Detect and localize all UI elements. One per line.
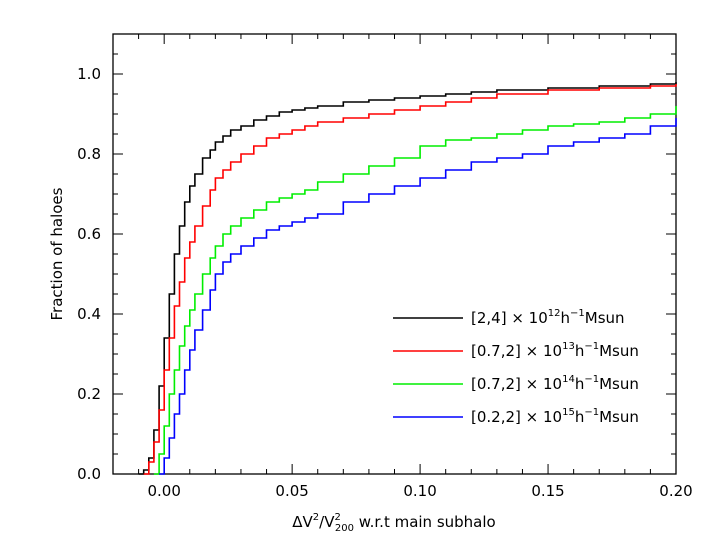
x-tick-label: 0.15 [531,482,564,500]
series-line-4 [159,118,677,475]
y-tick-labels: 0.0 0.2 0.4 0.6 0.8 1.0 [77,65,101,483]
legend-label-part: [2,4] [471,309,507,327]
x-label-v: V [303,513,314,531]
x-label-v2-sub: 200 [335,523,354,534]
x-tick-label: 0.00 [147,482,180,500]
legend-label-part: −1 [570,308,585,319]
legend-label-part: × 10 [507,309,548,327]
series-line-3 [153,106,677,475]
legend-label-part: Msun [599,375,639,393]
legend-label-3: [0.7,2] × 1014h−1Msun [471,374,639,393]
y-tick-label: 0.0 [77,465,101,483]
legend-label-part: × 10 [521,375,562,393]
legend-label-part: Msun [585,309,625,327]
x-label-rest: w.r.t main subhalo [354,513,496,531]
series-lines [138,82,677,475]
x-tick-labels: 0.00 0.05 0.10 0.15 0.20 [147,482,692,500]
legend-label-part: 14 [562,374,575,385]
legend-label-part: [0.7,2] [471,342,521,360]
legend: [2,4] × 1012h−1Msun[0.7,2] × 1013h−1Msun… [393,308,639,426]
legend-label-part: × 10 [521,408,562,426]
legend-label-part: h [575,342,585,360]
ticks [112,33,677,475]
legend-label-part: [0.2,2] [471,408,521,426]
y-tick-label: 1.0 [77,65,101,83]
legend-label-part: [0.7,2] [471,375,521,393]
x-label-slash: / [319,513,325,531]
legend-label-2: [0.7,2] × 1013h−1Msun [471,341,639,360]
series-line-1 [138,82,677,475]
legend-label-part: 12 [548,308,561,319]
x-label-delta: Δ [292,513,303,531]
legend-label-part: Msun [599,342,639,360]
legend-label-part: h [575,408,585,426]
legend-label-part: −1 [584,374,599,385]
legend-label-part: −1 [584,341,599,352]
legend-label-part: 15 [562,407,575,418]
x-label-sup: 2 [313,512,319,523]
legend-label-1: [2,4] × 1012h−1Msun [471,308,625,327]
legend-label-part: h [575,375,585,393]
y-tick-label: 0.4 [77,305,101,323]
x-tick-label: 0.05 [275,482,308,500]
x-tick-label: 0.20 [659,482,692,500]
y-tick-label: 0.2 [77,385,101,403]
legend-label-part: −1 [584,407,599,418]
legend-label-part: h [561,309,571,327]
x-axis-label: ΔV2/V2 200 w.r.t main subhalo [292,512,495,534]
x-label-v2-sup: 2 [334,512,340,523]
x-label-v2: V [324,513,335,531]
legend-label-part: × 10 [521,342,562,360]
legend-label-4: [0.2,2] × 1015h−1Msun [471,407,639,426]
series-line-2 [143,84,677,475]
y-tick-label: 0.8 [77,145,101,163]
y-tick-label: 0.6 [77,225,101,243]
x-tick-label: 0.10 [403,482,436,500]
legend-label-part: 13 [562,341,575,352]
legend-label-part: Msun [599,408,639,426]
y-axis-label: Fraction of haloes [48,187,66,320]
